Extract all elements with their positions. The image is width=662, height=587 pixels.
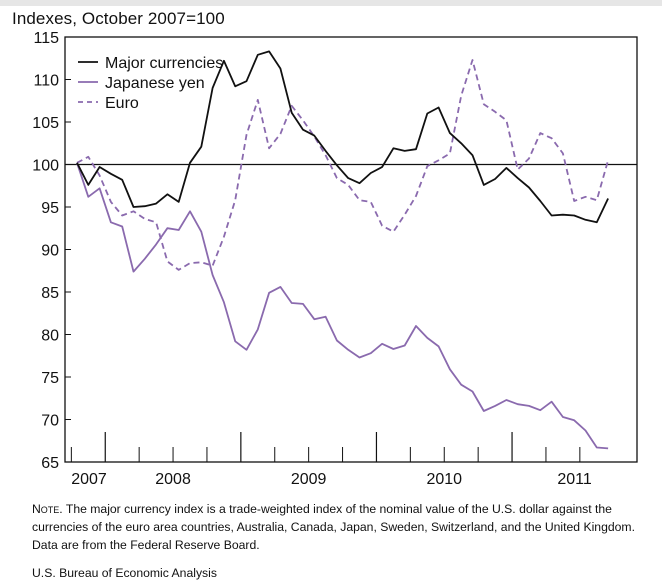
legend-label: Japanese yen: [105, 75, 205, 92]
y-tick-label: 105: [32, 115, 59, 132]
y-tick-label: 80: [41, 328, 59, 345]
legend-label: Major currencies: [105, 55, 223, 72]
x-tick-label: 2009: [291, 471, 327, 488]
y-tick-label: 85: [41, 285, 59, 302]
x-tick-label: 2011: [557, 471, 592, 488]
header-strip: [0, 0, 662, 6]
legend-label: Euro: [105, 95, 139, 112]
x-tick-label: 2010: [426, 471, 462, 488]
y-tick-label: 70: [41, 413, 59, 430]
y-tick-label: 95: [41, 200, 59, 217]
y-tick-label: 65: [41, 455, 59, 472]
note-text: The major currency index is a trade-weig…: [32, 502, 635, 552]
y-tick-label: 110: [33, 73, 59, 90]
series-line-major-currencies: [76, 50, 609, 224]
chart-note: Note. The major currency index is a trad…: [32, 500, 644, 554]
y-axis-unit-label: Indexes, October 2007=100: [12, 9, 225, 28]
x-tick-label: 2007: [71, 471, 107, 488]
note-label: Note.: [32, 502, 63, 516]
source-credit: U.S. Bureau of Economic Analysis: [32, 566, 217, 580]
y-tick-label: 90: [41, 243, 59, 260]
y-tick-label: 75: [41, 370, 59, 387]
line-chart: 65 70 75 80 85 90 95 100 105 110 115 2007 2008 2009 20…: [32, 30, 638, 488]
y-tick-label: 115: [33, 30, 59, 47]
x-tick-label: 2008: [155, 471, 191, 488]
plot-frame: [64, 36, 638, 463]
series-line-euro: [76, 59, 609, 271]
y-tick-label: 100: [32, 158, 59, 175]
series-line-japanese-yen: [76, 162, 609, 450]
